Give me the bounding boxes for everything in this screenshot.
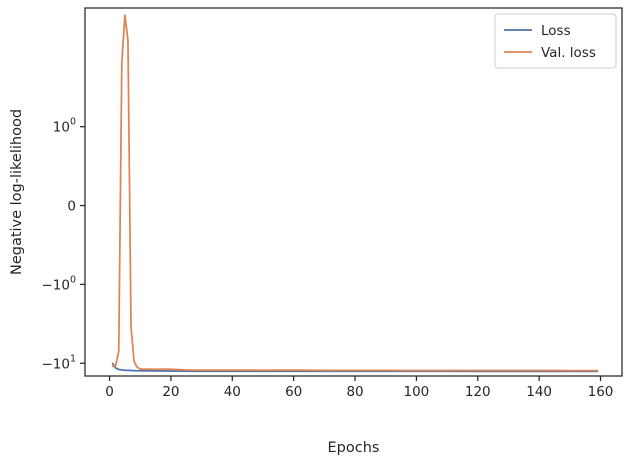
y-tick-base: −10	[41, 356, 70, 372]
plot-frame	[84, 7, 623, 377]
y-tick-label: 100	[53, 117, 76, 136]
series-line-1	[111, 14, 599, 372]
x-tick-label: 100	[404, 384, 430, 400]
y-tick-base: −10	[41, 277, 70, 293]
x-axis-label: Epochs	[328, 440, 380, 456]
x-axis-ticks: 0 20 40 60 80 100 120 140 160	[105, 376, 613, 400]
series-layer	[111, 14, 599, 373]
y-tick-label: −101	[41, 353, 76, 372]
y-tick-base: 0	[67, 199, 76, 215]
y-tick-label: −100	[41, 274, 76, 293]
x-tick-label: 120	[465, 384, 491, 400]
x-tick-label: 40	[224, 384, 241, 400]
y-tick-exponent: 0	[70, 274, 76, 285]
y-tick-exponent: 1	[70, 353, 76, 364]
legend-entry: Loss	[541, 23, 571, 39]
y-tick-label: 0	[67, 199, 76, 215]
legend-box	[494, 13, 617, 69]
x-tick-label: 0	[105, 384, 114, 400]
y-axis-label: Negative log-likelihood	[9, 109, 25, 275]
y-tick-exponent: 0	[70, 117, 76, 128]
plot-area	[85, 8, 622, 376]
x-tick-label: 60	[285, 384, 302, 400]
x-tick-label: 80	[346, 384, 363, 400]
x-tick-label: 140	[526, 384, 552, 400]
legend: Loss Val. loss	[494, 13, 617, 69]
x-tick-label: 160	[588, 384, 614, 400]
y-tick-base: 10	[53, 120, 70, 136]
x-tick-label: 20	[162, 384, 179, 400]
legend-entry: Val. loss	[541, 45, 596, 61]
